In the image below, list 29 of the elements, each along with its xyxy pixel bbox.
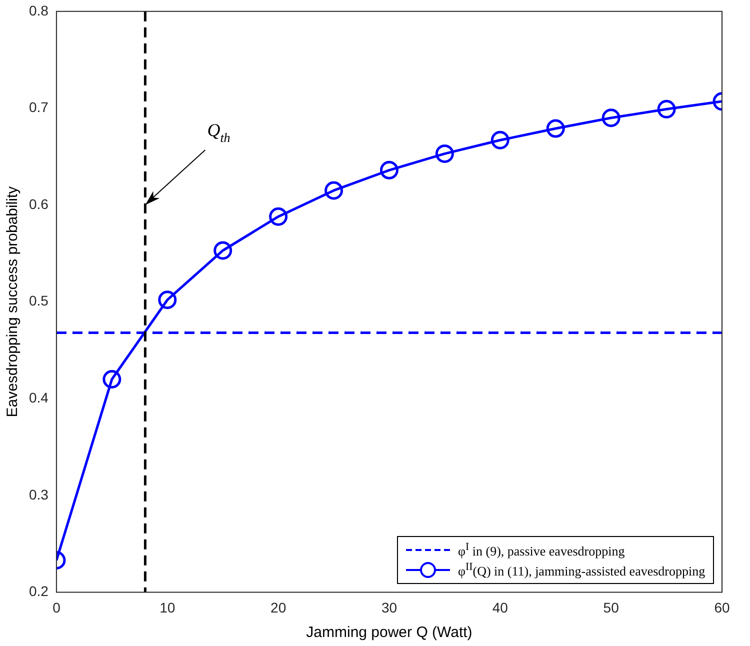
legend-label: φ$^{II}$(Q) in (11), jamming-assisted eavesdropping <box>458 561 706 580</box>
point <box>269 207 288 226</box>
y-tick-label: 0.3 <box>28 486 49 502</box>
x-tick-label: 60 <box>714 599 730 616</box>
point <box>102 370 122 388</box>
point <box>435 144 454 163</box>
y-tick-label: 0.5 <box>28 292 49 309</box>
point <box>380 160 398 180</box>
x-tick-label: 20 <box>270 599 286 616</box>
y-tick-label: 0.8 <box>28 2 49 18</box>
point <box>490 130 510 150</box>
legend-label: φ$^{I}$ in (9), passive eavesdropping <box>458 541 625 560</box>
point <box>324 181 344 200</box>
y-tick-label: 0.7 <box>28 99 49 116</box>
x-tick-label: 10 <box>160 599 176 616</box>
point <box>546 119 565 138</box>
x-axis-title: Jamming power Q (Watt) <box>306 624 472 642</box>
x-tick-label: 0 <box>52 599 61 616</box>
point <box>657 100 676 118</box>
y-tick-label: 0.4 <box>28 389 49 406</box>
x-tick-label: 30 <box>381 599 398 616</box>
y-tick-label: 0.2 <box>28 583 49 600</box>
y-axis-title: Eavesdropping success probability <box>4 186 22 418</box>
point <box>214 241 232 260</box>
x-tick-label: 40 <box>492 599 508 616</box>
point <box>602 108 620 128</box>
point <box>158 290 177 310</box>
y-tick-label: 0.6 <box>28 196 49 212</box>
x-tick-label: 50 <box>603 599 620 616</box>
